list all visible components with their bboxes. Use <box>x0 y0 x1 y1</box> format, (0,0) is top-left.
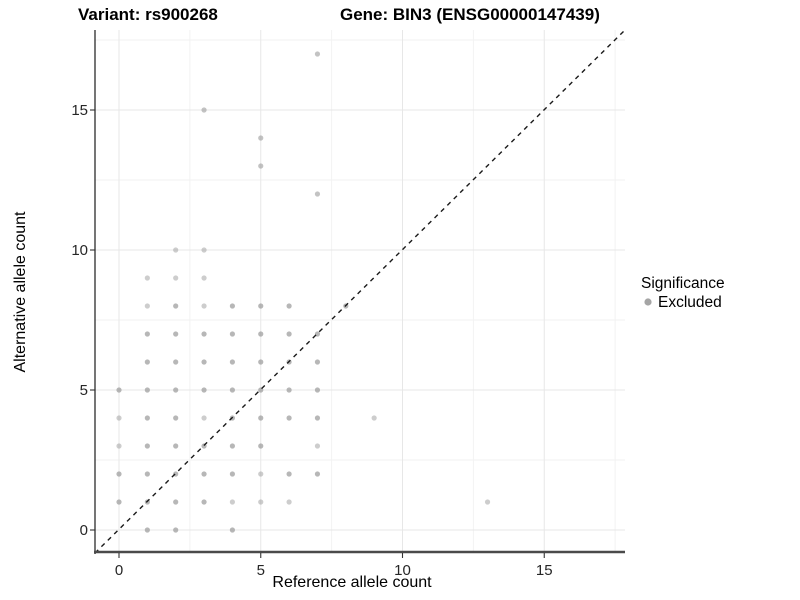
data-point <box>201 387 207 393</box>
data-point <box>229 387 235 393</box>
y-tick-label: 10 <box>71 242 88 259</box>
x-tick-label: 15 <box>536 562 553 579</box>
data-point <box>116 415 122 421</box>
data-point <box>173 275 179 281</box>
data-point <box>314 387 321 393</box>
identity-line-layer <box>94 29 626 554</box>
data-point <box>258 303 264 309</box>
data-point <box>201 499 207 505</box>
data-point <box>116 387 122 393</box>
data-point <box>258 471 264 477</box>
data-point <box>173 443 179 449</box>
data-point <box>144 303 150 309</box>
plot-title-gene: Gene: BIN3 (ENSG00000147439) <box>340 5 600 24</box>
tick-labels-layer: 0 5 10 15 0 5 10 15 <box>71 102 552 579</box>
data-point <box>144 359 150 365</box>
data-point <box>144 443 150 449</box>
data-point <box>173 331 179 337</box>
data-point <box>314 471 321 477</box>
tick-marks-layer <box>90 109 545 558</box>
data-point <box>286 303 292 309</box>
x-tick-label: 0 <box>115 562 123 579</box>
y-tick-label: 0 <box>80 522 88 539</box>
data-point <box>144 331 150 337</box>
data-point <box>258 499 264 505</box>
data-point <box>229 471 235 477</box>
data-point <box>258 135 264 141</box>
gridlines-major <box>95 30 625 552</box>
plot-title-variant: Variant: rs900268 <box>78 5 218 24</box>
legend-key-excluded-dot <box>644 298 652 306</box>
data-point <box>201 107 207 113</box>
data-point <box>286 415 292 421</box>
data-point <box>258 415 264 421</box>
data-point <box>286 331 292 337</box>
identity-line <box>94 29 626 554</box>
data-point <box>229 527 235 533</box>
axes-layer <box>94 30 625 554</box>
data-point <box>116 471 122 477</box>
data-point <box>144 415 150 421</box>
legend: Significance Excluded <box>641 275 725 311</box>
data-point <box>144 527 150 533</box>
data-point <box>173 303 179 309</box>
x-tick-label: 10 <box>394 562 411 579</box>
data-point <box>314 191 321 197</box>
data-point <box>201 331 207 337</box>
data-point <box>201 359 207 365</box>
data-point <box>484 499 491 505</box>
data-point <box>201 303 207 309</box>
data-point <box>173 415 179 421</box>
legend-label-excluded: Excluded <box>658 294 722 311</box>
data-point <box>258 443 264 449</box>
data-point <box>144 387 150 393</box>
data-point <box>144 275 150 281</box>
data-point <box>286 499 292 505</box>
y-tick-label: 5 <box>80 382 88 399</box>
data-point <box>229 303 235 309</box>
x-tick-label: 5 <box>257 562 265 579</box>
data-point <box>173 527 179 533</box>
data-point <box>371 415 377 421</box>
data-point <box>173 359 179 365</box>
data-point <box>258 331 264 337</box>
data-point <box>201 471 207 477</box>
data-point <box>314 359 321 365</box>
data-point <box>116 443 122 449</box>
data-point <box>173 387 179 393</box>
data-point <box>286 471 292 477</box>
data-point <box>258 163 264 169</box>
data-point <box>201 415 207 421</box>
data-point <box>229 359 235 365</box>
data-point <box>229 499 235 505</box>
y-axis-title: Alternative allele count <box>12 211 29 373</box>
data-point <box>173 247 179 253</box>
x-axis-title: Reference allele count <box>272 574 432 591</box>
data-point <box>116 499 122 505</box>
data-point <box>229 331 235 337</box>
data-point <box>314 443 321 449</box>
gridlines-minor <box>95 30 625 552</box>
data-point <box>144 471 150 477</box>
data-point <box>258 359 264 365</box>
data-point <box>173 499 179 505</box>
data-point <box>201 247 207 253</box>
data-point <box>201 275 207 281</box>
data-point <box>314 51 321 57</box>
data-point <box>314 415 321 421</box>
data-point <box>286 387 292 393</box>
data-point <box>229 443 235 449</box>
y-tick-label: 15 <box>71 102 88 119</box>
legend-title: Significance <box>641 275 725 292</box>
